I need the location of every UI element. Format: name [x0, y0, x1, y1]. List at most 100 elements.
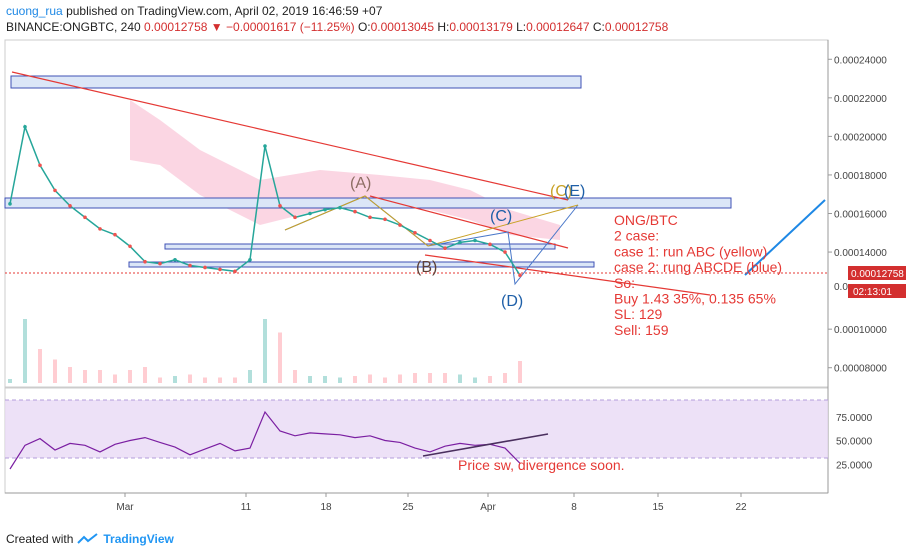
analysis-note-line: Buy 1.43 35%, 0.135 65% [614, 291, 776, 307]
price-point [113, 232, 117, 237]
support-zone-low [128, 261, 595, 268]
price-point [158, 261, 162, 266]
analysis-note-line: case 1: run ABC (yellow) [614, 243, 767, 259]
price-point [383, 217, 387, 222]
volume-bar [143, 367, 147, 383]
x-tick-label: 15 [652, 502, 664, 513]
price-change: −0.00001617 (−11.25%) [226, 20, 355, 34]
downtrend-line-lower [424, 254, 711, 296]
x-tick-label: 18 [320, 502, 332, 513]
volume-bar [128, 370, 132, 383]
high-label: H: [437, 20, 450, 34]
rsi-layer [9, 410, 521, 470]
volume-bar [8, 379, 12, 383]
price-point [293, 215, 297, 220]
down-arrow-icon: ▼ [210, 20, 223, 34]
rsi-trend-line [422, 433, 549, 457]
price-point [68, 203, 72, 208]
footer: Created with TradingView [6, 532, 174, 546]
wave-label-b: (B) [416, 259, 437, 276]
price-point [368, 215, 372, 220]
rsi-tick-label: 25.0000 [836, 460, 873, 471]
volume-bar [458, 374, 462, 383]
volume-bar [443, 373, 447, 383]
volume-bar [263, 319, 267, 383]
price-point [338, 205, 342, 210]
volume-bar [218, 377, 222, 383]
symbol-info: BINANCE:ONGBTC, 240 0.00012758 ▼ −0.0000… [6, 20, 668, 34]
tradingview-brand[interactable]: TradingView [103, 532, 174, 546]
volume-bar [338, 377, 342, 383]
resistance-zone-mid [4, 197, 732, 209]
price-point [353, 209, 357, 214]
rsi-band [5, 400, 828, 458]
price-point [38, 163, 42, 168]
price-tick-label: 0.00018000 [834, 171, 887, 182]
price-point [323, 207, 327, 212]
price-axis: 0.00024000 0.00022000 0.00020000 0.00018000… [828, 55, 887, 375]
wave-label-e: (E) [564, 183, 585, 200]
resistance-zone-top [10, 75, 582, 89]
downtrend-line-mid [369, 195, 569, 249]
volume-bar [293, 370, 297, 383]
price-point [413, 230, 417, 235]
author-name[interactable]: cuong_rua [6, 4, 63, 18]
rsi-axis: 75.0000 50.0000 25.0000 [836, 413, 873, 472]
analysis-note-line: SL: 129 [614, 306, 662, 322]
published-text: published on TradingView.com, April 02, … [66, 4, 383, 18]
volume-bar [488, 376, 492, 383]
rsi-tick-label: 50.0000 [836, 437, 873, 448]
wave-label-c-alt: (C) [550, 183, 572, 200]
analysis-note-line: So: [614, 275, 635, 291]
close-label: C: [592, 20, 605, 34]
main-pane-frame [4, 39, 829, 388]
analysis-note-line: ONG/BTC [614, 212, 678, 228]
volume-bar [203, 377, 207, 383]
publish-info: cuong_rua published on TradingView.com, … [6, 4, 382, 18]
x-tick-label: 25 [402, 502, 414, 513]
volume-bar [368, 374, 372, 383]
volume-bar [68, 367, 72, 383]
x-tick-label: 8 [571, 502, 577, 513]
volume-bar [23, 319, 27, 383]
price-point [83, 215, 87, 220]
volume-bar [518, 361, 522, 383]
volume-bar [113, 374, 117, 383]
price-point [443, 246, 447, 250]
wave-abc-path [284, 195, 579, 247]
volume-bar [173, 376, 177, 383]
volume-bar [428, 373, 432, 383]
open-label: O: [357, 20, 371, 34]
price-point [233, 269, 237, 274]
price-tick-label: 0.00024000 [834, 55, 887, 66]
price-point [263, 144, 267, 148]
rsi-tick-label: 75.0000 [836, 413, 873, 424]
price-tick-label: 0.00022000 [834, 94, 887, 105]
volume-bar [398, 374, 402, 383]
last-price: 0.00012758 [144, 20, 208, 34]
wave-label-c: (C) [490, 208, 512, 225]
price-point [428, 238, 432, 243]
price-point [203, 265, 207, 270]
close-value: 0.00012758 [604, 20, 669, 34]
volume-bar [158, 377, 162, 383]
price-point [308, 211, 312, 216]
volume-bar [248, 370, 252, 383]
analysis-note-line: Sell: 159 [614, 322, 669, 338]
low-label: L: [516, 20, 527, 34]
volume-bar [38, 349, 42, 383]
analysis-note-line: 2 case: [614, 228, 659, 244]
current-price-label: 0.00012758 [851, 269, 904, 280]
volume-bar [323, 376, 327, 383]
wave-label-a: (A) [350, 175, 371, 192]
price-point [488, 242, 492, 247]
price-point [218, 267, 222, 272]
rsi-line [9, 410, 521, 470]
volume-bar [98, 370, 102, 383]
created-with-text: Created with [6, 532, 74, 546]
volume-bar [188, 374, 192, 383]
price-point [458, 240, 462, 245]
volume-bar [53, 359, 57, 383]
